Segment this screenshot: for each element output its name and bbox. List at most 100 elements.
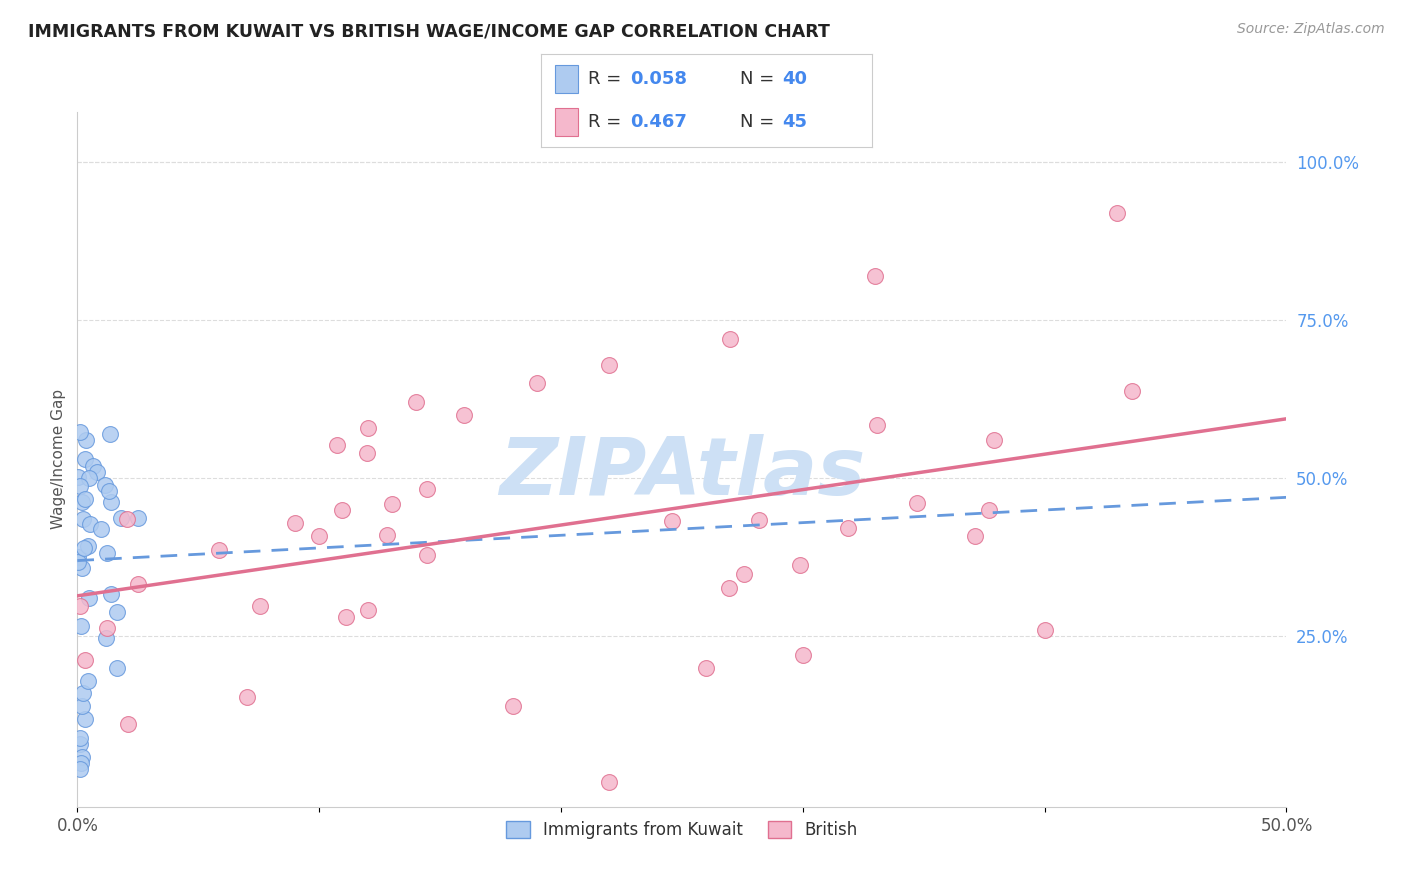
Point <box>733 567 755 582</box>
Point <box>75 434 97 448</box>
Point <box>69 737 91 751</box>
Point <box>866 418 889 433</box>
Point <box>69 479 91 493</box>
Point <box>72 512 94 526</box>
Point <box>66 470 89 484</box>
Point <box>98 483 121 498</box>
Point <box>70 749 93 764</box>
Y-axis label: Wage/Income Gap: Wage/Income Gap <box>51 389 66 530</box>
Point <box>96 621 118 635</box>
Text: Source: ZipAtlas.com: Source: ZipAtlas.com <box>1237 22 1385 37</box>
Point <box>98 427 121 442</box>
Point <box>70 756 93 770</box>
Point <box>1121 384 1143 399</box>
Point <box>1033 623 1056 637</box>
Point <box>598 775 620 789</box>
Point <box>789 558 811 573</box>
Point <box>357 603 380 617</box>
Point <box>90 522 112 536</box>
Point <box>905 496 928 510</box>
Point <box>69 425 91 439</box>
Legend: Immigrants from Kuwait, British: Immigrants from Kuwait, British <box>498 813 866 847</box>
Point <box>661 514 683 528</box>
Point <box>405 395 427 409</box>
Point <box>77 539 100 553</box>
Point <box>79 591 101 605</box>
Point <box>105 605 128 619</box>
Point <box>69 599 91 614</box>
Point <box>67 556 90 570</box>
Point <box>792 648 814 663</box>
Point <box>110 511 132 525</box>
Point <box>695 661 717 675</box>
Point <box>69 762 91 776</box>
Point <box>236 690 259 705</box>
Point <box>326 438 349 452</box>
Point <box>117 717 139 731</box>
Point <box>748 513 770 527</box>
Point <box>208 543 231 558</box>
Point <box>865 268 887 283</box>
Point <box>249 599 271 614</box>
Point <box>718 332 741 346</box>
Point <box>100 495 122 509</box>
Point <box>73 492 96 507</box>
Point <box>73 541 96 555</box>
Point <box>79 516 101 531</box>
Point <box>356 421 378 435</box>
Text: 0.058: 0.058 <box>630 70 688 87</box>
Point <box>983 433 1005 447</box>
Point <box>94 631 117 645</box>
Point <box>70 495 93 509</box>
Point <box>82 458 104 473</box>
Point <box>963 528 986 542</box>
Point <box>375 527 398 541</box>
Point <box>76 673 98 688</box>
FancyBboxPatch shape <box>554 65 578 93</box>
Point <box>1107 205 1129 219</box>
Point <box>335 609 357 624</box>
Point <box>77 471 100 485</box>
Point <box>69 619 91 633</box>
Point <box>598 358 620 372</box>
FancyBboxPatch shape <box>554 108 578 136</box>
Point <box>72 560 94 574</box>
Text: R =: R = <box>588 70 627 87</box>
Point <box>381 497 404 511</box>
Point <box>86 465 108 479</box>
Point <box>96 546 118 560</box>
Point <box>70 699 93 714</box>
Point <box>100 587 122 601</box>
Point <box>127 577 149 591</box>
Text: 0.467: 0.467 <box>630 113 688 131</box>
Point <box>105 661 128 675</box>
Point <box>356 446 378 460</box>
Text: N =: N = <box>740 113 779 131</box>
Point <box>330 503 353 517</box>
Point <box>115 512 138 526</box>
Point <box>415 548 437 562</box>
Point <box>127 511 149 525</box>
Point <box>69 731 91 745</box>
Point <box>75 452 97 467</box>
Text: R =: R = <box>588 113 627 131</box>
Point <box>308 529 330 543</box>
Text: IMMIGRANTS FROM KUWAIT VS BRITISH WAGE/INCOME GAP CORRELATION CHART: IMMIGRANTS FROM KUWAIT VS BRITISH WAGE/I… <box>28 22 830 40</box>
Point <box>416 482 439 496</box>
Point <box>526 376 548 391</box>
Text: 40: 40 <box>783 70 807 87</box>
Point <box>717 581 740 595</box>
Point <box>453 408 475 422</box>
Text: N =: N = <box>740 70 779 87</box>
Point <box>837 521 859 535</box>
Point <box>72 686 94 700</box>
Point <box>73 653 96 667</box>
Text: ZIPAtlas: ZIPAtlas <box>499 434 865 512</box>
Point <box>94 477 117 491</box>
Text: 45: 45 <box>783 113 807 131</box>
Point <box>284 516 307 530</box>
Point <box>73 712 96 726</box>
Point <box>502 699 524 714</box>
Point <box>66 549 89 564</box>
Point <box>977 503 1000 517</box>
